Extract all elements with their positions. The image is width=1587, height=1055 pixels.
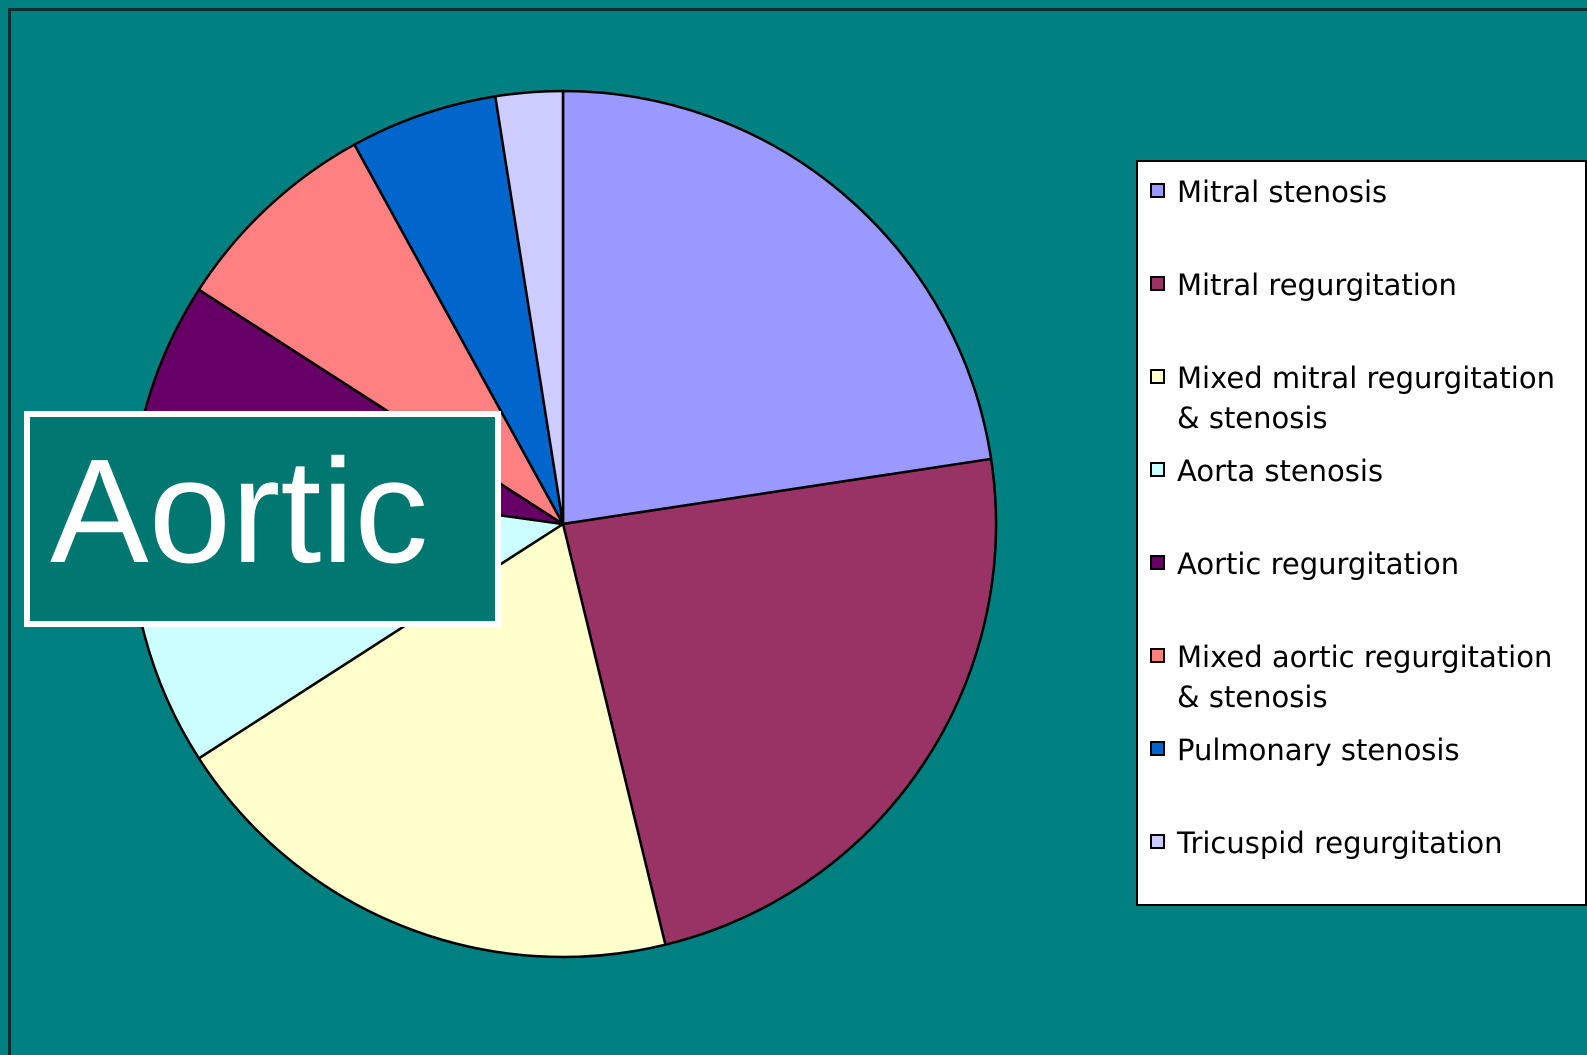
legend-label: Aorta stenosis xyxy=(1177,454,1384,488)
legend-swatch xyxy=(1150,555,1165,570)
pie-slice xyxy=(561,89,993,526)
legend-item: Mixed mitral regurgitation & stenosis xyxy=(1150,358,1582,438)
legend-swatch xyxy=(1150,276,1165,291)
legend-swatch xyxy=(1150,648,1165,663)
pie-slice xyxy=(197,522,667,959)
legend-label: Mitral regurgitation xyxy=(1177,268,1457,302)
pie-slice xyxy=(353,95,565,526)
legend-item: Mitral stenosis xyxy=(1150,172,1582,212)
legend-item: Aortic regurgitation xyxy=(1150,544,1582,584)
title-box: Aortic xyxy=(24,411,501,627)
legend-item: Aorta stenosis xyxy=(1150,451,1582,491)
legend-swatch xyxy=(1150,369,1165,384)
legend-item: Mixed aortic regurgitation & stenosis xyxy=(1150,637,1582,717)
legend-label: Mixed aortic regurgitation & stenosis xyxy=(1177,640,1553,714)
pie-slice xyxy=(561,457,998,946)
legend-item: Tricuspid regurgitation xyxy=(1150,823,1582,863)
legend-item: Mitral regurgitation xyxy=(1150,265,1582,305)
legend-swatch xyxy=(1150,741,1165,756)
legend-swatch xyxy=(1150,834,1165,849)
legend-label: Mixed mitral regurgitation & stenosis xyxy=(1177,361,1555,435)
legend-swatch xyxy=(1150,462,1165,477)
chart-legend: Mitral stenosis Mitral regurgitation Mix… xyxy=(1136,160,1587,906)
slide-title: Aortic xyxy=(50,429,429,594)
slide-frame xyxy=(8,8,1587,1055)
legend-item: Pulmonary stenosis xyxy=(1150,730,1582,770)
legend-label: Tricuspid regurgitation xyxy=(1177,826,1503,860)
legend-swatch xyxy=(1150,183,1165,198)
legend-label: Aortic regurgitation xyxy=(1177,547,1460,581)
legend-label: Mitral stenosis xyxy=(1177,175,1388,209)
legend-label: Pulmonary stenosis xyxy=(1177,733,1460,767)
pie-slice xyxy=(494,89,565,526)
